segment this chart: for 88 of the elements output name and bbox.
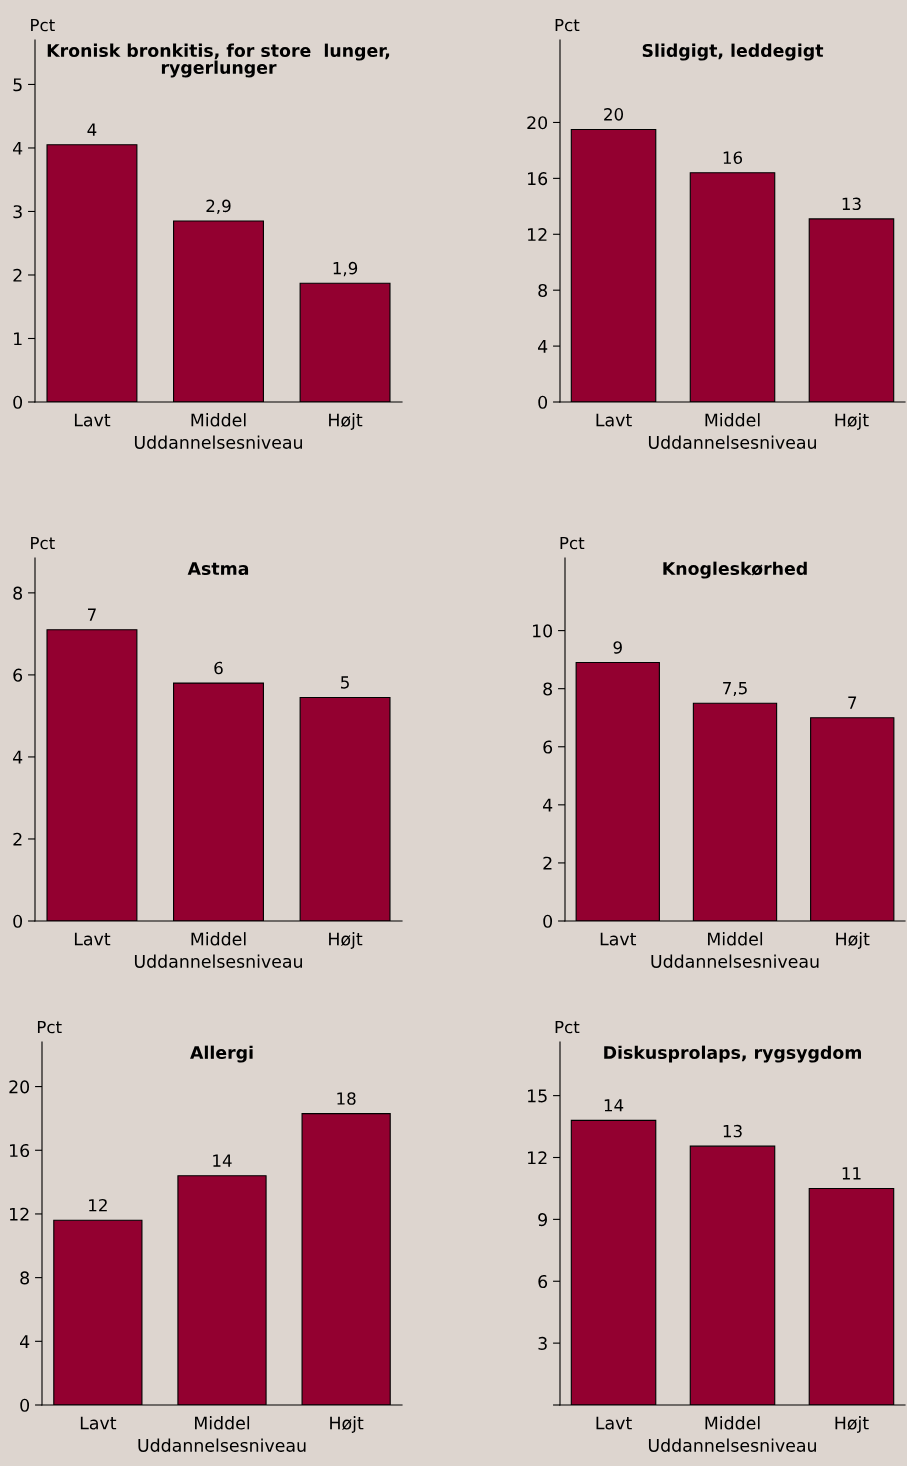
data-label: 6 (214, 661, 223, 675)
y-tick-label: 12 (10, 1207, 29, 1221)
x-tick-label: Middel (705, 413, 760, 427)
x-tick-label: Middel (708, 932, 763, 946)
y-tick-label: 4 (20, 1335, 30, 1348)
y-tick-label: 20 (527, 116, 548, 130)
x-axis-title: Uddannelsesniveau (134, 435, 302, 449)
data-label: 7 (848, 696, 857, 709)
y-tick-label: 6 (13, 668, 23, 682)
y-tick-label: 9 (538, 1213, 547, 1227)
x-tick-label: Lavt (596, 413, 632, 427)
x-tick-label: Højt (835, 413, 869, 430)
data-label: 5 (341, 676, 349, 689)
x-tick-label: Middel (705, 1416, 760, 1430)
x-axis-title: Uddannelsesniveau (134, 954, 302, 968)
x-tick-label: Lavt (80, 1416, 117, 1430)
x-tick-label: Middel (195, 1416, 250, 1430)
chart-title: Allergi (190, 1045, 253, 1063)
data-label: 13 (842, 197, 861, 211)
x-tick-label: Højt (330, 1416, 364, 1433)
data-label: 20 (604, 108, 624, 121)
y-tick-label: 15 (528, 1089, 547, 1103)
y-tick-label: 3 (538, 1336, 547, 1350)
y-axis-title: Pct (560, 536, 585, 550)
data-label: 12 (89, 1198, 107, 1212)
y-tick-label: 6 (543, 740, 553, 754)
x-tick-label: Middel (191, 413, 246, 427)
y-axis-title: Pct (31, 536, 55, 550)
y-tick-label: 1 (14, 332, 22, 346)
data-label: 18 (337, 1092, 356, 1105)
data-label: 13 (723, 1124, 742, 1138)
x-tick-label: Lavt (596, 1416, 632, 1430)
chart-title: Knogleskørhed (663, 561, 807, 579)
y-tick-label: 2 (13, 268, 22, 282)
x-tick-label: Højt (835, 1416, 869, 1433)
y-axis-title: Pct (31, 18, 55, 32)
y-tick-label: 8 (13, 586, 23, 600)
y-tick-label: 8 (543, 682, 553, 696)
data-label: 4 (87, 123, 97, 136)
x-axis-title: Uddannelsesniveau (648, 435, 816, 449)
x-axis-title: Uddannelsesniveau (648, 1438, 816, 1452)
x-axis-title: Uddannelsesniveau (651, 954, 819, 968)
y-tick-label: 2 (13, 832, 22, 846)
y-tick-label: 20 (9, 1080, 30, 1094)
text: Kronisk bronkitis, for store lunger, rygerlunger (47, 43, 390, 78)
data-label: 7 (88, 608, 96, 621)
y-tick-label: 2 (543, 856, 552, 870)
y-tick-label: 8 (538, 283, 548, 298)
data-label: 11 (842, 1167, 861, 1180)
y-tick-label: 4 (538, 340, 548, 353)
y-tick-label: 12 (528, 1151, 547, 1165)
y-tick-label: 3 (13, 205, 22, 219)
y-tick-label: 4 (543, 798, 553, 812)
y-tick-label: 6 (538, 1274, 548, 1289)
y-tick-label: 0 (543, 914, 553, 928)
data-label: 7,5 (723, 682, 747, 697)
data-label: 14 (604, 1099, 624, 1112)
chart-title: Slidgigt, leddegigt (642, 43, 824, 61)
x-axis-title: Uddannelsesniveau (138, 1438, 306, 1452)
x-tick-label: Lavt (74, 413, 111, 427)
data-label: 16 (723, 151, 743, 164)
x-tick-label: Middel (191, 932, 246, 946)
y-axis-title: Pct (37, 1020, 62, 1034)
y-tick-label: 0 (13, 914, 23, 928)
y-tick-label: 5 (13, 78, 22, 92)
data-label: 14 (213, 1154, 232, 1167)
x-tick-label: Lavt (74, 932, 111, 946)
y-tick-label: 0 (538, 395, 548, 409)
y-tick-label: 16 (10, 1143, 30, 1158)
y-tick-label: 10 (533, 624, 553, 638)
y-tick-label: 0 (20, 1398, 30, 1412)
data-label: 2,9 (206, 199, 231, 214)
y-tick-label: 16 (528, 172, 548, 186)
y-tick-label: 12 (528, 227, 547, 241)
x-tick-label: Lavt (600, 932, 637, 946)
x-tick-label: Højt (329, 932, 363, 949)
y-tick-label: 0 (13, 395, 23, 409)
y-tick-label: 8 (20, 1271, 30, 1285)
y-tick-label: 4 (13, 141, 23, 155)
chart-title: Diskusprolaps, rygsygdom (604, 1045, 861, 1063)
chart-title: Astma (187, 562, 249, 576)
y-axis-title: Pct (555, 18, 580, 32)
x-tick-label: Højt (836, 932, 870, 949)
y-tick-label: 4 (13, 750, 23, 764)
data-label: 1,9 (333, 261, 358, 277)
y-axis-title: Pct (555, 1020, 580, 1034)
x-tick-label: Højt (329, 413, 363, 430)
data-label: 9 (613, 641, 622, 654)
